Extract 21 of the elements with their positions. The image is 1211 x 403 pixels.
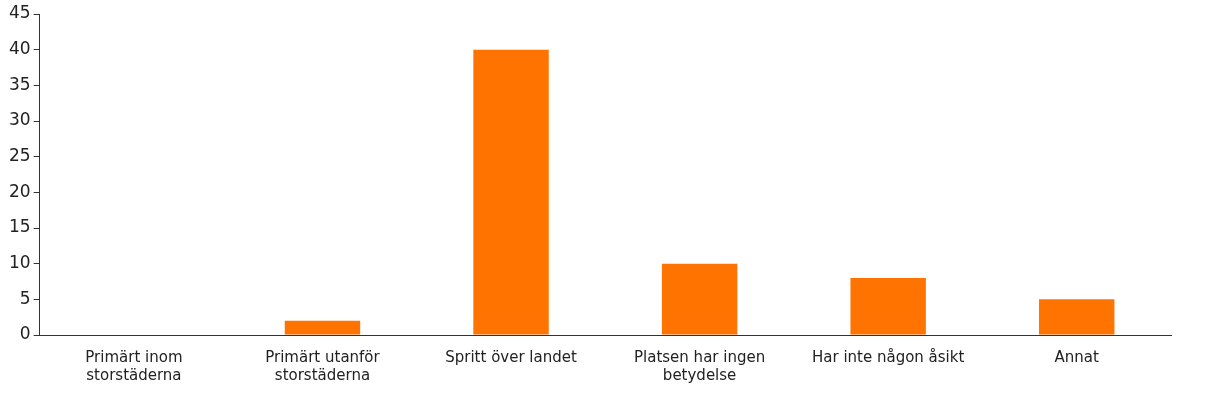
y-tick-label: 40: [8, 38, 31, 59]
bar: [1039, 299, 1115, 335]
bar: [661, 263, 738, 335]
x-tick-label: Primärt utanför storstäderna: [265, 347, 381, 384]
y-tick-label: 25: [8, 145, 31, 166]
y-tick-label: 5: [19, 287, 31, 308]
x-tick-label: Har inte någon åsikt: [811, 347, 965, 366]
y-tick-label: 30: [8, 109, 31, 130]
y-tick-label: 45: [8, 2, 31, 23]
y-tick-label: 35: [8, 73, 31, 94]
bar: [473, 49, 549, 335]
y-tick-label: 20: [8, 180, 31, 201]
y-tick-label: 15: [8, 216, 31, 237]
x-tick-label: Annat: [1054, 347, 1100, 366]
bar: [850, 277, 926, 335]
x-tick-label: Platsen har ingen betydelse: [634, 347, 766, 384]
y-tick-label: 0: [19, 323, 31, 344]
x-tick-label: Primärt inom storstäderna: [85, 347, 183, 384]
x-tick-label: Spritt över landet: [445, 347, 577, 366]
bar: [284, 320, 361, 335]
y-tick-label: 10: [8, 252, 31, 273]
